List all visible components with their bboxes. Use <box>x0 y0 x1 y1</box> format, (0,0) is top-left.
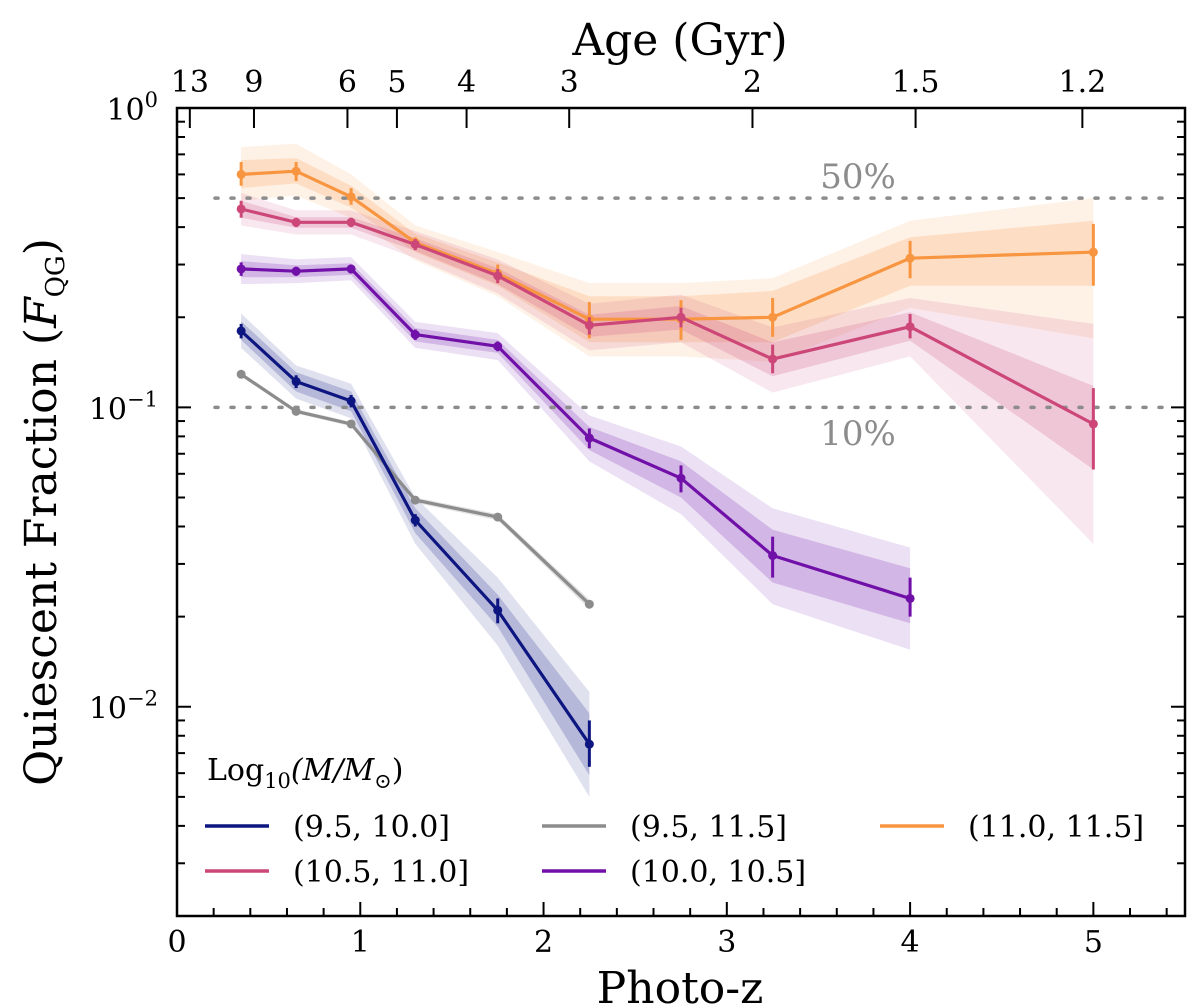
point-11.0-11.5-8 <box>905 253 915 263</box>
point-11.0-11.5-0 <box>236 169 246 179</box>
y-tick-exp: 0 <box>145 88 158 112</box>
point-10.5-11.0-8 <box>905 322 915 332</box>
point-9.5-10.0-1 <box>291 377 301 387</box>
x-tick-label-2: 2 <box>534 925 553 960</box>
legend: Log10(M/M⊙) (9.5, 10.0] (10.5, 11.0] (9.5,… <box>205 753 1144 890</box>
point-9.5-10.0-3 <box>410 515 420 525</box>
x-axis-title-text: Photo-z <box>597 963 764 1007</box>
top-tick-label-6: 6 <box>338 65 357 100</box>
point-10.0-10.5-7 <box>768 551 778 561</box>
legend-title-rest: (M/M <box>291 753 376 788</box>
point-10.0-10.5-8 <box>905 593 915 603</box>
point-10.5-11.0-1 <box>291 217 301 227</box>
point-10.0-10.5-2 <box>346 264 356 274</box>
y-tick-label-0: 100 <box>106 88 158 128</box>
x-tick-label-4: 4 <box>901 925 920 960</box>
y-axis-title-main: Quiescent Fraction ( <box>16 328 67 786</box>
x-tick-label-5: 5 <box>1084 925 1103 960</box>
band-inner-11.0-11.5 <box>241 158 1094 343</box>
point-9.5-11.5-1 <box>291 406 301 416</box>
top-tick-label-13: 13 <box>171 65 209 100</box>
band-outer-10.0-10.5 <box>241 254 911 650</box>
x-axis-title: Photo-z <box>597 963 764 1007</box>
point-9.5-10.0-4 <box>493 605 503 615</box>
series-line-11.0-11.5 <box>241 169 1094 321</box>
point-10.5-11.0-6 <box>676 312 686 322</box>
point-10.0-10.5-3 <box>410 330 420 340</box>
point-10.0-10.5-4 <box>493 341 503 351</box>
x-tick-label-0: 0 <box>167 925 186 960</box>
reference-label-10%: 10% <box>820 414 896 454</box>
legend-label-1: (10.5, 11.0] <box>293 855 469 890</box>
legend-label-3: (10.0, 10.5] <box>630 855 806 890</box>
axes <box>175 106 1187 918</box>
band-inner-9.5-10.0 <box>241 321 590 776</box>
point-10.0-10.5-0 <box>236 264 246 274</box>
legend-title-sub: 10 <box>264 769 291 793</box>
legend-title-close: ) <box>392 753 404 788</box>
top-tick-label-5: 5 <box>387 65 406 100</box>
point-10.5-11.0-4 <box>493 271 503 281</box>
point-10.0-10.5-1 <box>291 266 301 276</box>
top-tick-label-1.5: 1.5 <box>892 65 940 100</box>
y-tick-base: 10 <box>89 692 127 727</box>
legend-label-4: (11.0, 11.5] <box>968 810 1144 845</box>
point-10.5-11.0-2 <box>346 217 356 227</box>
y-axis-title-sub: QG <box>41 255 71 297</box>
point-9.5-11.5-5 <box>584 599 594 609</box>
band-inner-10.0-10.5 <box>241 261 911 624</box>
reference-lines: 50% 10% <box>213 157 1167 454</box>
point-9.5-11.5-3 <box>410 495 420 505</box>
point-10.5-11.0-5 <box>584 320 594 330</box>
legend-title-sun: ⊙ <box>374 769 392 793</box>
point-11.0-11.5-9 <box>1088 247 1098 257</box>
plot-frame <box>175 106 1187 918</box>
legend-title-main: Log <box>207 753 264 788</box>
point-10.5-11.0-9 <box>1088 419 1098 429</box>
x-tick-label-3: 3 <box>717 925 736 960</box>
y-axis-title-symbol: F <box>16 296 67 329</box>
point-9.5-11.5-2 <box>346 419 356 429</box>
point-9.5-11.5-0 <box>236 369 246 379</box>
reference-label-50%: 50% <box>820 157 896 197</box>
y-tick-base: 10 <box>89 392 127 427</box>
top-tick-label-9: 9 <box>244 65 263 100</box>
series-line-10.5-11.0 <box>240 207 1095 426</box>
band-outer-11.0-11.5 <box>241 143 1094 362</box>
legend-label-2: (9.5, 11.5] <box>630 810 787 845</box>
point-10.5-11.0-7 <box>768 354 778 364</box>
y-axis-title-close: ) <box>16 238 67 255</box>
confidence-bands <box>241 143 1094 797</box>
data-series <box>236 162 1098 767</box>
point-10.0-10.5-6 <box>676 473 686 483</box>
point-10.0-10.5-5 <box>584 433 594 443</box>
y-tick-label-−2: 10−2 <box>89 687 158 727</box>
y-tick-exp: −2 <box>127 687 158 711</box>
point-9.5-10.0-0 <box>236 326 246 336</box>
point-10.5-11.0-3 <box>410 239 420 249</box>
point-9.5-10.0-5 <box>584 739 594 749</box>
x-tick-label-1: 1 <box>351 925 370 960</box>
series-line-9.5-10.0 <box>240 329 591 746</box>
point-10.5-11.0-0 <box>236 204 246 214</box>
top-tick-label-2: 2 <box>743 65 762 100</box>
point-9.5-11.5-4 <box>493 512 503 522</box>
y-axis-title: Quiescent Fraction (FQG) <box>16 238 71 786</box>
y-tick-label-−1: 10−1 <box>89 387 158 427</box>
point-11.0-11.5-7 <box>768 312 778 322</box>
top-tick-label-1.2: 1.2 <box>1059 65 1107 100</box>
top-axis-title: Age (Gyr) <box>571 15 787 66</box>
point-11.0-11.5-2 <box>346 192 356 202</box>
top-tick-label-4: 4 <box>457 65 476 100</box>
top-tick-label-3: 3 <box>560 65 579 100</box>
band-outer-10.5-11.0 <box>241 193 1094 544</box>
point-11.0-11.5-1 <box>291 166 301 176</box>
legend-title: Log10(M/M⊙) <box>207 753 404 793</box>
point-9.5-10.0-2 <box>346 396 356 406</box>
y-tick-exp: −1 <box>127 387 158 411</box>
y-tick-base: 10 <box>106 93 144 128</box>
legend-label-0: (9.5, 10.0] <box>293 810 450 845</box>
